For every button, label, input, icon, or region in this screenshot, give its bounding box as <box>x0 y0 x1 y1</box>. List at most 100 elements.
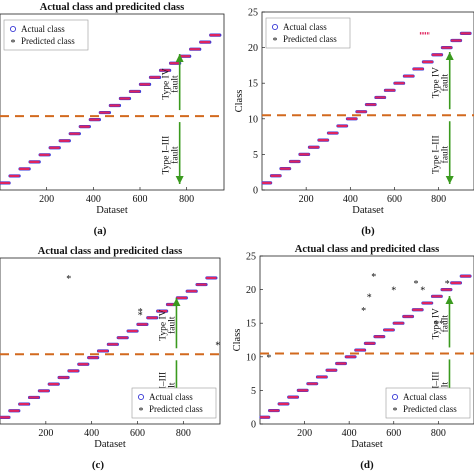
legend: Actual class * Predicted class <box>265 17 351 49</box>
chart-title: Actual class and predicited class <box>295 244 439 255</box>
type-i-iii-fault-label: fault <box>440 146 451 164</box>
legend-actual-marker <box>9 25 17 33</box>
x-axis-label: Dataset <box>96 205 128 216</box>
type-iv-arrow-head <box>445 52 454 60</box>
misclassified-point: * <box>371 272 376 283</box>
data-series: ***** *** ** <box>259 272 472 419</box>
legend-box <box>385 387 471 419</box>
x-tick-label: 200 <box>297 428 312 439</box>
plot-frame <box>0 13 225 191</box>
x-tick-label: 400 <box>86 194 101 205</box>
panel-label: (c) <box>92 459 105 471</box>
panel-label: (d) <box>360 459 374 471</box>
x-tick-label: 200 <box>39 194 54 205</box>
misclassified-point: * <box>138 307 143 318</box>
x-tick-label: 200 <box>299 194 314 205</box>
x-tick-label: 600 <box>386 428 401 439</box>
x-tick-label: 800 <box>176 428 191 439</box>
type-iv-fault-label: fault <box>170 75 181 93</box>
misclassified-point: * <box>367 292 372 303</box>
x-tick-label: 400 <box>342 428 357 439</box>
legend-box <box>265 17 351 49</box>
panel-label: (a) <box>94 225 107 237</box>
y-tick-label: 20 <box>248 43 258 54</box>
legend-actual-label: Actual class <box>149 392 193 402</box>
x-axis-label: Dataset <box>352 205 384 216</box>
data-series <box>0 33 222 185</box>
y-tick-label: 20 <box>246 285 256 296</box>
chart-panel-1: 200 400 600 800 Actual class and predicited … <box>0 2 225 237</box>
type-iv-fault-label: fault <box>166 316 177 334</box>
data-series: * * * * <box>0 274 220 419</box>
type-iv-fault-label: fault <box>439 315 450 333</box>
misclassified-point: * <box>434 319 439 330</box>
x-tick-label: 800 <box>179 194 194 205</box>
misclassified-point: * <box>266 353 271 364</box>
plot-frame <box>259 255 474 425</box>
x-tick-label: 600 <box>130 428 145 439</box>
type-iv-label: Type IV <box>158 309 168 340</box>
x-tick-label: 400 <box>84 428 99 439</box>
y-tick-label: 5 <box>251 386 256 397</box>
data-series <box>261 31 472 185</box>
legend: Actual class * Predicted class <box>385 387 471 419</box>
legend-predicted-marker: * <box>273 36 278 47</box>
chart-title: Actual class and predicited class <box>40 2 184 13</box>
legend-predicted-label: Predicted class <box>403 404 457 414</box>
legend-actual-marker <box>271 23 279 31</box>
y-tick-label: 0 <box>253 186 258 197</box>
chart-panel-4: 200 400 600 800 0 5 10 15 20 25 Actual class and p… <box>232 244 474 471</box>
legend-actual-label: Actual class <box>21 24 65 34</box>
chart-title: Actual class and predicited class <box>38 246 182 257</box>
legend-actual-marker <box>137 393 145 401</box>
x-tick-label: 200 <box>38 428 53 439</box>
legend-predicted-marker: * <box>139 406 144 417</box>
x-axis-label: Dataset <box>94 439 126 450</box>
y-tick-label: 0 <box>251 420 256 431</box>
misclassified-point: * <box>66 274 71 285</box>
misclassified-point: * <box>439 319 444 330</box>
legend-actual-label: Actual class <box>283 22 327 32</box>
misclassified-point: * <box>414 279 419 290</box>
type-i-iii-fault-label: fault <box>170 146 181 164</box>
legend-box <box>3 19 89 51</box>
type-i-iii-label: Type I–III <box>162 136 172 175</box>
type-iv-fault-label: fault <box>440 74 451 92</box>
x-tick-label: 600 <box>133 194 148 205</box>
chart-panel-3: 200 400 600 800 Actual class and predicited … <box>0 246 221 471</box>
misclassified-point: * <box>445 279 450 290</box>
x-tick-label: 600 <box>387 194 402 205</box>
x-tick-label: 800 <box>431 194 446 205</box>
y-tick-label: 25 <box>246 252 256 263</box>
y-tick-label: 5 <box>253 150 258 161</box>
y-axis-label: Class <box>232 329 243 352</box>
legend-actual-marker <box>391 393 399 401</box>
misclassified-point: * <box>215 340 220 351</box>
type-iv-label: Type IV <box>432 67 442 98</box>
y-axis-label: Class <box>234 90 245 113</box>
misclassified-point: * <box>138 310 143 321</box>
x-tick-label: 800 <box>431 428 446 439</box>
legend-predicted-marker: * <box>11 38 16 49</box>
legend-predicted-label: Predicted class <box>149 404 203 414</box>
x-tick-label: 400 <box>343 194 358 205</box>
legend-predicted-label: Predicted class <box>283 34 337 44</box>
panel-label: (b) <box>361 225 375 237</box>
x-axis-label: Dataset <box>351 439 383 450</box>
type-iv-label: Type IV <box>431 308 441 339</box>
misclassified-point: * <box>361 306 366 317</box>
type-i-iii-label: Type I–III <box>432 135 442 174</box>
legend: Actual class * Predicted class <box>131 387 217 419</box>
legend: Actual class * Predicted class <box>3 19 89 51</box>
y-tick-label: 25 <box>248 8 258 19</box>
y-tick-label: 15 <box>246 319 256 330</box>
type-i-iii-arrow-head <box>175 176 184 184</box>
plot-frame <box>261 11 474 191</box>
type-iv-label: Type IV <box>162 68 172 99</box>
plot-frame <box>0 257 221 425</box>
legend-actual-label: Actual class <box>403 392 447 402</box>
type-i-iii-arrow-head <box>445 176 454 184</box>
misclassified-point: * <box>420 286 425 297</box>
legend-predicted-marker: * <box>393 406 398 417</box>
y-tick-label: 10 <box>248 114 258 125</box>
